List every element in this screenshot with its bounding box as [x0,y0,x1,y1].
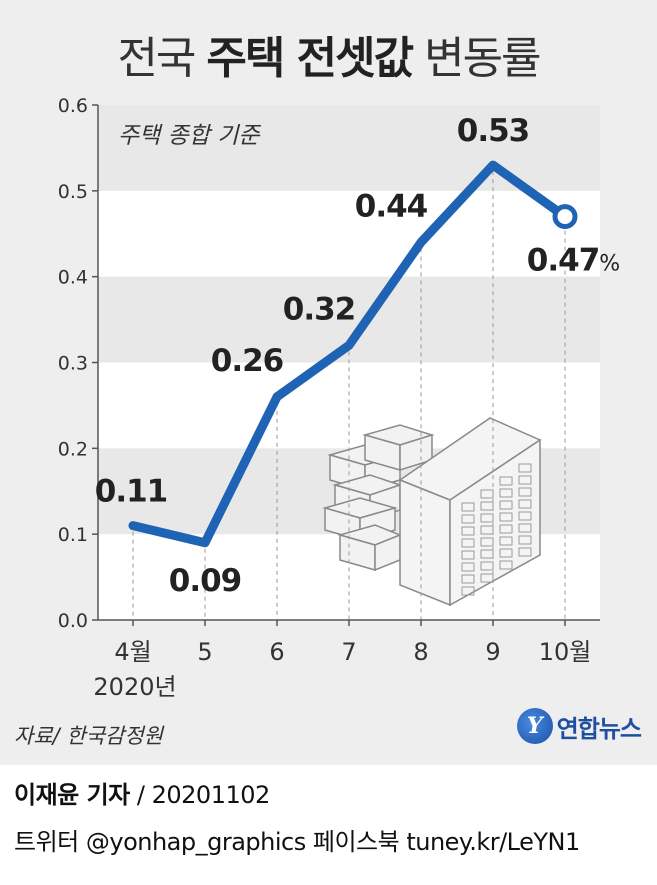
building-window [461,502,475,512]
building-window [499,548,513,558]
building-window [480,501,494,511]
x-tick-label: 6 [269,638,284,666]
apartment-illustration [322,417,542,607]
y-tick-labels: 0.0 0.1 0.2 0.3 0.4 0.5 0.6 [58,95,88,632]
series-line [128,160,570,548]
credit-line-2: 트위터 @yonhap_graphics 페이스북 tuney.kr/LeYN1 [14,828,580,856]
building-window [518,487,532,497]
building-window [461,550,475,560]
building-window [518,523,532,533]
yonhap-logo-icon: Y [516,708,553,744]
building-window [461,586,475,596]
building-window [461,574,475,584]
yonhap-logo: Y 연합뉴스 [516,708,642,744]
x-tick-label: 8 [413,638,428,666]
data-label: 0.44 [355,188,428,224]
building-window [461,514,475,524]
x-tick-label: 4월 [114,638,151,666]
building-window [499,560,513,570]
building-window [480,573,494,583]
y-tick-label: 0.4 [58,267,88,289]
y-tick-label: 0.2 [58,438,88,460]
x-tick-label: 5 [197,638,212,666]
building-window [461,526,475,536]
building-window [499,524,513,534]
data-label: 0.09 [169,563,242,599]
data-label: 0.32 [283,291,356,327]
year-label: 2020년 [93,673,176,701]
chart-subtitle: 주택 종합 기준 [118,123,261,149]
data-points [552,204,578,230]
credit-date: / 20201102 [129,781,270,809]
line-chart: 0.0 0.1 0.2 0.3 0.4 0.5 0.6 4월 5 6 7 8 9 10월 2020년 주택… [58,95,621,701]
title-main: 주택 전셋값 [206,33,414,84]
building-window [518,475,532,485]
y-tick-label: 0.1 [58,524,88,546]
data-label: 0.53 [457,113,530,149]
x-tick-label: 7 [341,638,356,666]
y-tick-label: 0.0 [58,610,88,632]
y-tick-label: 0.3 [58,353,88,375]
chart-title: 전국 주택 전셋값 변동률 [0,22,657,86]
building-window [518,463,532,473]
vertical-guides [132,171,566,620]
x-tick-label: 9 [485,638,500,666]
building-window [499,500,513,510]
building-window [480,525,494,535]
last-point-marker [552,204,578,230]
building-window [518,511,532,521]
building-window [461,538,475,548]
building-window [480,549,494,559]
building-window [499,536,513,546]
x-tick-labels: 4월 5 6 7 8 9 10월 2020년 [93,638,591,701]
data-label-unit: % [599,252,619,277]
title-prefix: 전국 [117,33,207,84]
credit-line-1: 이재윤 기자 / 20201102 [14,775,270,810]
data-label: 0.26 [211,343,284,379]
building-window [461,562,475,572]
x-tick-label: 10월 [539,638,592,666]
data-labels: 0.11 0.09 0.26 0.32 0.44 0.53 0.47% [95,113,621,599]
y-tick-label: 0.5 [58,181,88,203]
building-window [518,499,532,509]
y-tick-label: 0.6 [58,95,88,117]
reporter-name: 이재윤 기자 [14,781,130,809]
axes [92,104,600,626]
building-window [518,535,532,545]
source-note: 자료/ 한국감정원 [14,724,163,748]
title-suffix: 변동률 [412,33,541,84]
data-label: 0.47% [527,243,620,279]
building-window [499,512,513,522]
building-window [499,488,513,498]
building-window [518,547,532,557]
logo-text: 연합뉴스 [556,714,642,743]
data-label: 0.11 [95,474,168,510]
building-window [499,476,513,486]
